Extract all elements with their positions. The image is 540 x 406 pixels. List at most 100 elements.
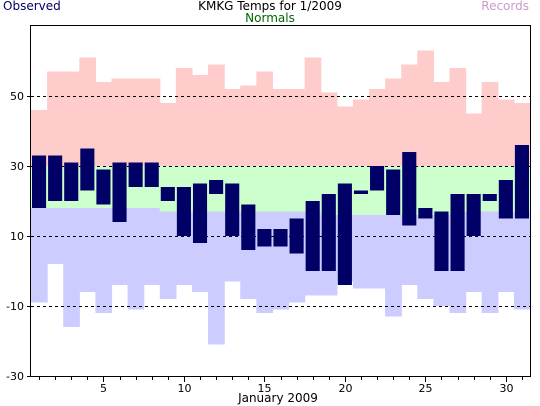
record-high-bar <box>143 78 161 166</box>
record-low-bar <box>513 211 531 310</box>
record-high-bar <box>352 99 370 166</box>
observed-bar <box>176 187 191 236</box>
chart-title: KMKG Temps for 1/2009 <box>198 0 342 13</box>
record-high-bar <box>240 85 257 166</box>
record-high-bar <box>127 78 145 166</box>
record-high-bar <box>320 92 338 166</box>
record-low-bar <box>256 211 274 313</box>
record-high-bar <box>272 89 290 166</box>
observed-bar <box>273 229 288 247</box>
record-low-bar <box>481 211 499 313</box>
observed-bar <box>289 218 304 254</box>
normal-range-bar <box>433 166 451 215</box>
record-low-bar <box>143 208 161 285</box>
observed-bar <box>257 229 272 247</box>
observed-bar <box>402 152 417 226</box>
observed-bar <box>32 155 47 208</box>
normal-range-bar <box>256 166 274 212</box>
normal-range-bar <box>481 166 499 212</box>
normal-range-bar <box>417 166 435 215</box>
record-high-bar <box>417 50 435 166</box>
observed-bar <box>192 183 208 243</box>
record-high-bar <box>433 82 451 166</box>
record-high-bar <box>465 113 483 166</box>
observed-bar <box>96 169 111 205</box>
record-high-bar <box>256 71 274 166</box>
y-tick-label: -30 <box>6 370 24 383</box>
x-axis-label: January 2009 <box>237 391 318 405</box>
observed-bar <box>305 201 320 271</box>
x-tick-label: 30 <box>500 382 514 395</box>
y-tick-label: -10 <box>6 300 24 313</box>
observed-bar <box>321 194 336 271</box>
plot-frame <box>30 25 531 377</box>
normal-range-bar <box>272 166 290 212</box>
observed-bar <box>370 166 385 191</box>
observed-bar <box>64 162 79 201</box>
record-high-bar <box>159 103 177 166</box>
x-tick-label: 20 <box>339 382 353 395</box>
observed-bar <box>450 194 465 271</box>
observed-bar <box>128 162 143 187</box>
record-high-bar <box>175 68 193 166</box>
observed-bar <box>514 145 529 219</box>
record-high-bar <box>208 64 225 166</box>
record-low-bar <box>352 215 370 289</box>
observed-bar <box>160 187 175 201</box>
observed-bar <box>498 180 513 219</box>
observed-bar <box>48 155 63 201</box>
observed-bar <box>482 194 497 201</box>
record-high-bar <box>47 71 64 166</box>
axis-layer: 50 30 10 -10 -30 5 10 15 20 25 30 <box>6 90 523 395</box>
record-high-bar <box>79 57 96 166</box>
record-high-bar <box>95 82 113 166</box>
observed-bar <box>466 194 481 236</box>
x-tick-label: 10 <box>178 382 192 395</box>
record-high-bar <box>369 89 386 166</box>
record-high-bar <box>191 75 209 166</box>
record-high-bar <box>497 99 515 166</box>
record-low-bar <box>401 215 418 285</box>
y-tick-label: 10 <box>10 230 24 243</box>
record-high-bar <box>385 78 402 166</box>
observed-bar <box>80 148 95 191</box>
normal-range-bar <box>304 166 322 212</box>
record-high-bar <box>401 64 418 166</box>
observed-bar <box>337 183 352 285</box>
record-high-bar <box>63 71 80 166</box>
record-high-bar <box>288 89 306 166</box>
y-tick-label: 50 <box>10 90 24 103</box>
y-tick-label: 30 <box>10 160 24 173</box>
record-low-bar <box>417 215 435 299</box>
record-low-bar <box>31 208 48 303</box>
record-low-bar <box>95 208 113 313</box>
record-low-bar <box>369 215 386 289</box>
legend-records: Records <box>481 0 529 13</box>
record-high-bar <box>111 78 129 166</box>
x-tick-label: 15 <box>258 382 272 395</box>
normal-range-bar <box>240 166 257 212</box>
record-low-bar <box>127 208 145 310</box>
record-low-bar <box>272 211 290 310</box>
x-tick-label: 25 <box>419 382 433 395</box>
record-high-bar <box>224 89 241 166</box>
record-high-bar <box>449 68 467 166</box>
record-high-bar <box>481 82 499 166</box>
record-low-bar <box>208 211 225 345</box>
observed-bar <box>209 180 224 194</box>
x-tick-label: 5 <box>100 382 107 395</box>
observed-bar <box>225 183 240 236</box>
record-high-bar <box>304 57 322 166</box>
observed-bar <box>144 162 159 187</box>
record-low-bar <box>111 208 129 285</box>
normal-range-bar <box>288 166 306 212</box>
legend-normals: Normals <box>245 11 295 25</box>
record-high-bar <box>31 110 48 166</box>
observed-bar <box>434 211 449 271</box>
record-high-bar <box>336 106 354 166</box>
observed-bar <box>353 190 369 194</box>
record-low-bar <box>497 211 515 292</box>
record-low-bar <box>79 208 96 292</box>
record-low-bar <box>63 208 80 327</box>
observed-layer <box>32 145 529 285</box>
